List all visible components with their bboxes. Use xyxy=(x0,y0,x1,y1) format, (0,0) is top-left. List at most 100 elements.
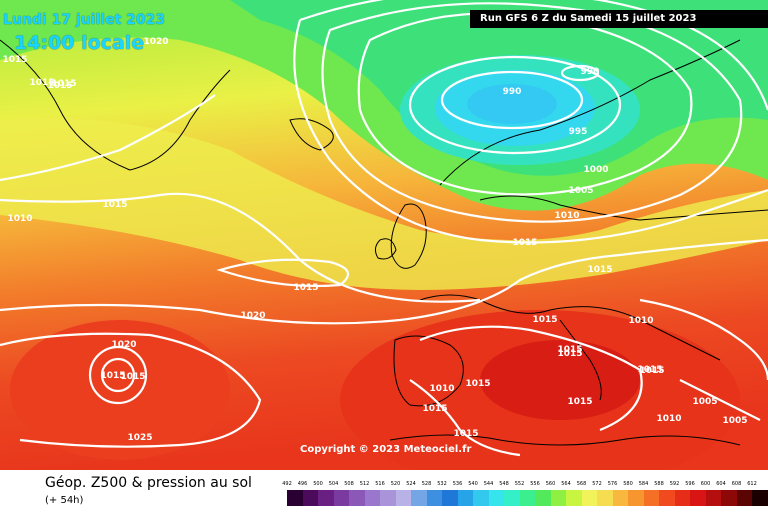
scale-tick-label: 508 xyxy=(344,481,354,487)
scale-color-swatch xyxy=(287,490,303,506)
copyright-notice: Copyright © 2023 Meteociel.fr xyxy=(300,444,472,455)
isobar-label: 1010 xyxy=(429,384,454,394)
isobar-label: 1020 xyxy=(111,340,136,350)
scale-color-swatch xyxy=(411,490,427,506)
isobar-label: 1010 xyxy=(554,211,579,221)
scale-tick-label: 520 xyxy=(390,481,401,487)
scale-color-swatch xyxy=(535,490,551,506)
isobar-label: 1015 xyxy=(453,429,478,439)
scale-tick-label: 496 xyxy=(297,481,308,487)
scale-color-swatch xyxy=(721,490,737,506)
isobar-label: 1015 xyxy=(639,366,664,376)
isobar-label: 1015 xyxy=(587,265,612,275)
isobar-label: 995 xyxy=(569,127,588,137)
scale-color-swatch xyxy=(473,490,489,506)
scale-tick-label: 492 xyxy=(282,481,292,487)
scale-color-swatch xyxy=(395,490,411,506)
scale-color-swatch xyxy=(752,490,768,506)
scale-color-swatch xyxy=(504,490,520,506)
scale-color-swatch xyxy=(705,490,721,506)
scale-color-swatch xyxy=(349,490,365,506)
scale-tick-label: 500 xyxy=(313,481,323,487)
isobar-label: 1015 xyxy=(532,315,557,325)
scale-tick-label: 604 xyxy=(716,481,726,487)
isobar-label: 1005 xyxy=(722,416,747,426)
scale-color-swatch xyxy=(442,490,458,506)
scale-color-swatch xyxy=(674,490,690,506)
scale-color-swatch xyxy=(457,490,473,506)
isobar-label: 1015 xyxy=(51,79,76,89)
isobar-label: 1015 xyxy=(557,345,582,355)
isobar-label: 1015 xyxy=(120,372,145,382)
scale-tick-label: 584 xyxy=(638,481,649,487)
scale-tick-label: 576 xyxy=(607,481,618,487)
scale-tick-label: 516 xyxy=(375,481,385,487)
isobar-label: 1015 xyxy=(293,283,318,293)
scale-tick-label: 552 xyxy=(514,481,525,487)
legend-footer: Géop. Z500 & pression au sol (+ 54h) 492… xyxy=(0,470,768,512)
scale-color-swatch xyxy=(659,490,675,506)
scale-tick-label: 568 xyxy=(576,481,587,487)
scale-tick-label: 560 xyxy=(545,481,556,487)
scale-color-swatch xyxy=(581,490,597,506)
isobar-label: 990 xyxy=(581,67,600,77)
scale-color-swatch xyxy=(380,490,396,506)
scale-tick-label: 524 xyxy=(406,481,416,487)
scale-tick-label: 536 xyxy=(452,481,463,487)
scale-tick-label: 556 xyxy=(530,481,540,487)
scale-color-swatch xyxy=(426,490,442,506)
scale-tick-label: 532 xyxy=(437,481,447,487)
isobar-label: 1015 xyxy=(512,238,537,248)
isobar-label: 1015 xyxy=(100,371,125,381)
run-info-banner: Run GFS 6 Z du Samedi 15 juillet 2023 xyxy=(470,10,768,28)
scale-tick-label: 580 xyxy=(623,481,633,487)
isobar-label: 1020 xyxy=(143,37,168,47)
scale-color-swatch xyxy=(628,490,644,506)
yellow-band xyxy=(0,118,768,290)
scale-tick-label: 564 xyxy=(561,481,571,487)
isobar-label: 1015 xyxy=(637,365,662,375)
isobar-label: 1020 xyxy=(240,311,265,321)
weather-map: 990 990 995 1000 1005 1010 1015 1015 1015 1015 101… xyxy=(0,0,768,470)
scale-color-swatch xyxy=(566,490,582,506)
isobar-label: 1010 xyxy=(628,316,653,326)
isobar-label: 1015 xyxy=(29,78,54,88)
pressure-labels: 9909909951000100510101015101510151015101… xyxy=(2,37,747,443)
scale-color-swatch xyxy=(333,490,349,506)
scale-tick-label: 608 xyxy=(731,481,742,487)
scale-color-swatch xyxy=(597,490,613,506)
scale-color-swatch xyxy=(643,490,659,506)
isobar-label: 1025 xyxy=(127,433,152,443)
scale-color-swatch xyxy=(736,490,752,506)
scale-tick-label: 504 xyxy=(328,481,339,487)
isobar-label: 1005 xyxy=(692,397,717,407)
scale-color-swatch xyxy=(612,490,628,506)
isobar-label: 1010 xyxy=(656,414,681,424)
forecast-date: Lundi 17 juillet 2023 xyxy=(3,12,166,28)
isobar-label: 1015 xyxy=(465,379,490,389)
isobar-label: 1005 xyxy=(568,186,593,196)
isobar-label: 1015 xyxy=(102,200,127,210)
scale-color-swatch xyxy=(318,490,334,506)
scale-tick-label: 548 xyxy=(499,481,509,487)
isobar-label: 1015 xyxy=(557,349,582,359)
scale-tick-label: 544 xyxy=(483,481,494,487)
isobar-label: 1015 xyxy=(422,404,447,414)
scale-color-swatch xyxy=(488,490,504,506)
scale-color-swatch xyxy=(302,490,318,506)
scale-color-swatch xyxy=(550,490,566,506)
cyan-zone-core xyxy=(467,84,557,124)
color-scale: 492 496 500 504 508 512 516 520 524 528 532 536 540 5… xyxy=(282,481,768,509)
scale-color-swatch xyxy=(519,490,535,506)
scale-color-swatch xyxy=(690,490,706,506)
scale-tick-label: 588 xyxy=(654,481,664,487)
forecast-time: 14:00 locale xyxy=(14,32,145,54)
scale-tick-label: 612 xyxy=(747,481,757,487)
scale-tick-label: 540 xyxy=(468,481,478,487)
isobar-label: 1015 xyxy=(2,55,27,65)
scale-tick-label: 528 xyxy=(421,481,432,487)
isobar-label: 1010 xyxy=(7,214,32,224)
scale-tick-label: 596 xyxy=(685,481,695,487)
map-canvas: 9909909951000100510101015101510151015101… xyxy=(0,0,768,470)
isobar-label: 1015 xyxy=(47,81,72,91)
